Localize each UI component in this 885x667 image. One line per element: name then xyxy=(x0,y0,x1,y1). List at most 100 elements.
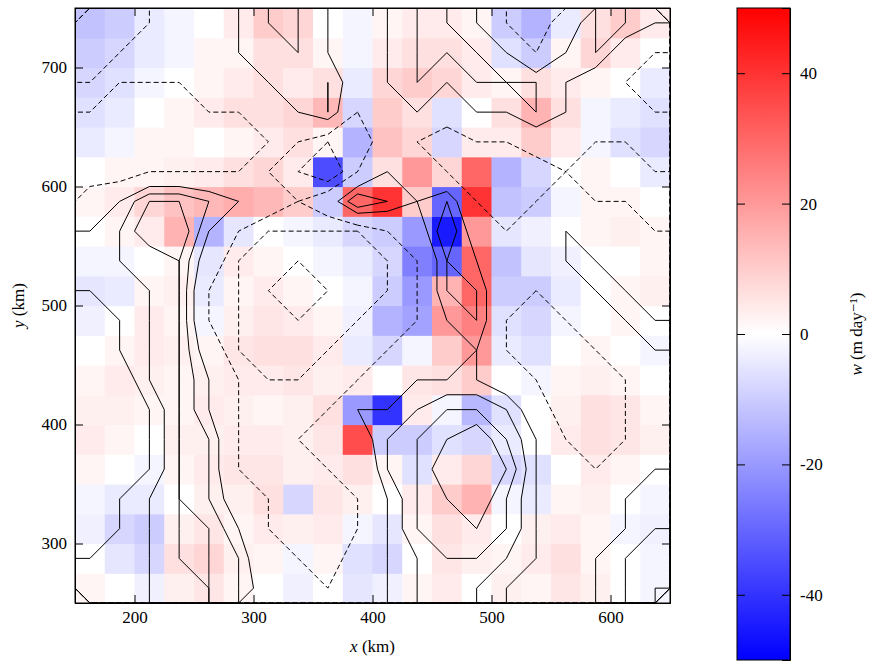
axis-title-unit: (km) xyxy=(9,283,28,320)
heat-cell xyxy=(343,514,373,544)
tick-mark xyxy=(737,73,745,74)
heat-cell xyxy=(432,573,462,603)
tick-mark xyxy=(254,595,255,603)
tick-label: 500 xyxy=(42,296,68,315)
heat-cell xyxy=(105,157,135,187)
heat-cell xyxy=(462,425,492,455)
heat-cell xyxy=(75,514,105,544)
heat-cell xyxy=(105,38,135,68)
heat-cell xyxy=(135,246,165,276)
heat-cell xyxy=(492,276,522,306)
tick-mark xyxy=(662,187,670,188)
heat-cell xyxy=(581,484,611,514)
heat-cell xyxy=(343,246,373,276)
heat-cell xyxy=(313,246,343,276)
heat-cell xyxy=(283,573,313,603)
heat-cell xyxy=(224,68,254,98)
heat-cell xyxy=(254,97,284,127)
heat-cell xyxy=(611,68,641,98)
heat-cell xyxy=(75,454,105,484)
heat-cell xyxy=(313,157,343,187)
heat-cell xyxy=(640,425,670,455)
tick-label: 0 xyxy=(800,325,809,344)
heat-cell xyxy=(343,127,373,157)
tick: -20 xyxy=(782,455,823,474)
heat-cell xyxy=(75,8,105,38)
tick-mark xyxy=(135,8,136,16)
tick: 500 xyxy=(479,595,505,627)
tick-mark xyxy=(75,187,83,188)
tick-mark xyxy=(75,544,83,545)
contour-line xyxy=(75,8,670,603)
heat-cell xyxy=(313,306,343,336)
heat-cell xyxy=(254,395,284,425)
axis-line xyxy=(76,595,671,604)
heat-cell xyxy=(581,68,611,98)
heat-cell xyxy=(194,68,224,98)
heat-cell xyxy=(75,365,105,395)
heat-cell xyxy=(521,246,551,276)
heat-cell xyxy=(313,425,343,455)
plot-frame xyxy=(75,8,670,603)
tick-label: 600 xyxy=(42,177,68,196)
heat-cell xyxy=(462,157,492,187)
heat-cell xyxy=(164,127,194,157)
tick-mark xyxy=(737,595,745,596)
colorbar xyxy=(737,8,790,660)
heat-cell xyxy=(224,484,254,514)
axis: 300400500600700 xyxy=(42,9,84,604)
heat-cell xyxy=(640,544,670,574)
heat-cell xyxy=(105,395,135,425)
heat-cell xyxy=(581,425,611,455)
heat-cell xyxy=(432,335,462,365)
heat-cell xyxy=(462,454,492,484)
heat-cell xyxy=(283,276,313,306)
axis-title-symbol: w xyxy=(847,364,866,376)
tick-mark xyxy=(782,73,790,74)
heat-cell xyxy=(402,335,432,365)
heat-cell xyxy=(343,38,373,68)
heat-cell xyxy=(611,216,641,246)
tick xyxy=(737,204,745,205)
heat-cell xyxy=(432,127,462,157)
tick: 0 xyxy=(782,325,809,344)
tick-label: 500 xyxy=(479,608,505,627)
heat-cell xyxy=(551,276,581,306)
tick-mark xyxy=(782,204,790,205)
heat-cell xyxy=(313,484,343,514)
heat-cell xyxy=(611,157,641,187)
tick xyxy=(662,187,670,188)
contour-line xyxy=(135,201,671,603)
heat-cell xyxy=(432,514,462,544)
tick-mark xyxy=(737,334,745,335)
tick xyxy=(373,8,374,16)
heat-cell xyxy=(75,573,105,603)
heat-cell xyxy=(432,454,462,484)
tick: 20 xyxy=(782,195,817,214)
tick xyxy=(662,425,670,426)
heat-cell xyxy=(611,97,641,127)
heat-cell xyxy=(105,127,135,157)
heat-cell xyxy=(105,97,135,127)
contour-line xyxy=(75,8,670,603)
heat-cell xyxy=(135,127,165,157)
heat-cell xyxy=(373,306,403,336)
heat-cell xyxy=(75,127,105,157)
heat-cell xyxy=(521,8,551,38)
heat-cell xyxy=(343,454,373,484)
tick-mark xyxy=(611,8,612,16)
heat-cell xyxy=(551,187,581,217)
heat-cell xyxy=(343,8,373,38)
heat-cell xyxy=(105,8,135,38)
heat-cell xyxy=(343,276,373,306)
tick: 300 xyxy=(241,595,267,627)
heat-cell xyxy=(283,395,313,425)
tick-mark xyxy=(737,204,745,205)
tick xyxy=(662,68,670,69)
tick-mark xyxy=(782,595,790,596)
tick: 300 xyxy=(42,534,84,553)
tick-mark xyxy=(254,8,255,16)
heat-cell xyxy=(224,157,254,187)
tick: 700 xyxy=(42,58,84,77)
heat-cell xyxy=(402,216,432,246)
